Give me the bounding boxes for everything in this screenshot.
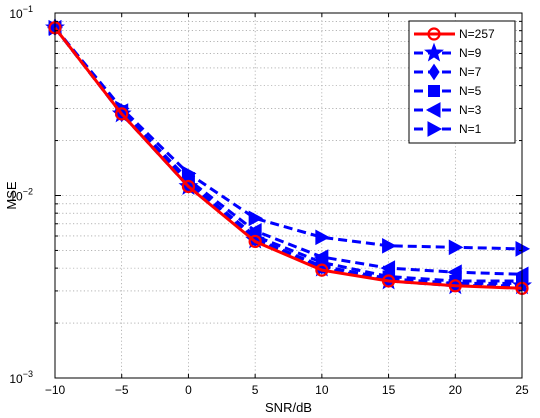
legend-label-n-7: N=7: [459, 65, 482, 79]
legend-marker-n-1: [427, 121, 443, 137]
legend-marker-n-3: [425, 102, 441, 118]
x-tick-label: 0: [185, 383, 192, 397]
data-point-n-9: [311, 257, 332, 277]
legend-marker-n-9: [424, 42, 444, 62]
data-point-n-1: [248, 210, 264, 227]
x-axis-label: SNR/dB: [265, 400, 312, 415]
y-tick-label: 10−1: [9, 4, 33, 21]
series-line-n-3: [53, 26, 523, 276]
legend-label-n-5: N=5: [459, 84, 482, 98]
legend-label-n-3: N=3: [459, 103, 482, 117]
data-point-n-257: [381, 274, 396, 288]
data-point-n-257: [115, 107, 129, 121]
axis-ticks: −10 −5 0 5 10 15 20 25 10−1 10−2 10−3: [9, 4, 529, 397]
y-tick-label: 10−2: [9, 187, 33, 204]
legend-label-n-9: N=9: [459, 46, 482, 60]
data-point-n-1: [315, 229, 330, 246]
legend: N=257 N=9 N=7 N=5 N=3 N=1: [408, 20, 516, 144]
x-tick-label: −5: [115, 383, 129, 397]
data-point-n-257: [248, 234, 262, 249]
data-point-n-257: [315, 263, 329, 277]
legend-box: [408, 20, 516, 144]
series-line-n-1: [53, 26, 523, 251]
y-tick-label: 10−3: [9, 369, 33, 386]
legend-marker-n-257: [427, 27, 441, 41]
y-axis-label: MSE: [4, 181, 19, 210]
series-line-n-9: [53, 26, 522, 288]
legend-label-n-257: N=257: [459, 27, 495, 41]
x-tick-label: 5: [252, 383, 259, 397]
data-point-n-1: [382, 237, 397, 254]
x-tick-label: 15: [382, 383, 396, 397]
data-point-n-1: [448, 239, 464, 256]
series-line-n-5: [53, 26, 522, 283]
x-tick-label: 25: [515, 383, 529, 397]
data-point-n-257: [448, 279, 462, 293]
x-tick-label: 10: [315, 383, 329, 397]
legend-marker-n-5: [428, 85, 440, 97]
legend-label-n-1: N=1: [459, 122, 482, 136]
series-line-n-257: [53, 26, 523, 290]
legend-marker-n-7: [428, 63, 440, 81]
data-point-n-257: [181, 179, 196, 194]
series-line-n-7: [53, 26, 522, 285]
x-tick-label: 20: [449, 383, 463, 397]
x-tick-label: −10: [45, 383, 66, 397]
